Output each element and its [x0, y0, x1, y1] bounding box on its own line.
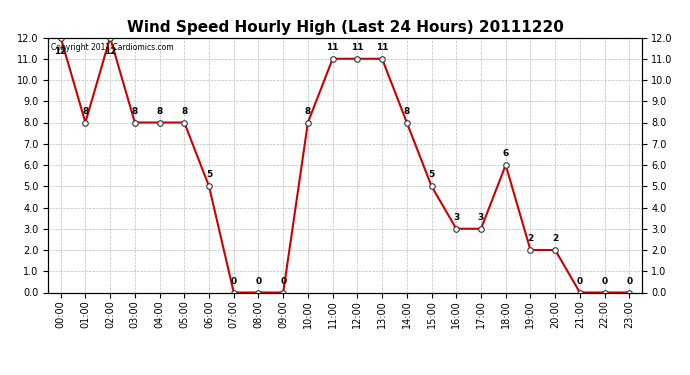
Text: 8: 8: [181, 106, 188, 116]
Text: 11: 11: [351, 43, 364, 52]
Title: Wind Speed Hourly High (Last 24 Hours) 20111220: Wind Speed Hourly High (Last 24 Hours) 2…: [126, 20, 564, 35]
Text: 8: 8: [82, 106, 88, 116]
Text: 3: 3: [453, 213, 460, 222]
Text: 0: 0: [602, 276, 608, 285]
Text: 8: 8: [305, 106, 311, 116]
Text: 8: 8: [404, 106, 410, 116]
Text: 2: 2: [552, 234, 558, 243]
Text: 3: 3: [478, 213, 484, 222]
Text: 5: 5: [428, 170, 435, 179]
Text: 0: 0: [280, 276, 286, 285]
Text: 0: 0: [255, 276, 262, 285]
Text: 6: 6: [502, 149, 509, 158]
Text: 11: 11: [376, 43, 388, 52]
Text: 0: 0: [577, 276, 583, 285]
Text: 12: 12: [104, 47, 117, 56]
Text: 2: 2: [527, 234, 533, 243]
Text: 8: 8: [157, 106, 163, 116]
Text: 11: 11: [326, 43, 339, 52]
Text: 5: 5: [206, 170, 212, 179]
Text: Copyright 2011 Cardiomics.com: Copyright 2011 Cardiomics.com: [51, 43, 174, 52]
Text: 8: 8: [132, 106, 138, 116]
Text: 0: 0: [627, 276, 633, 285]
Text: 12: 12: [55, 47, 67, 56]
Text: 0: 0: [230, 276, 237, 285]
